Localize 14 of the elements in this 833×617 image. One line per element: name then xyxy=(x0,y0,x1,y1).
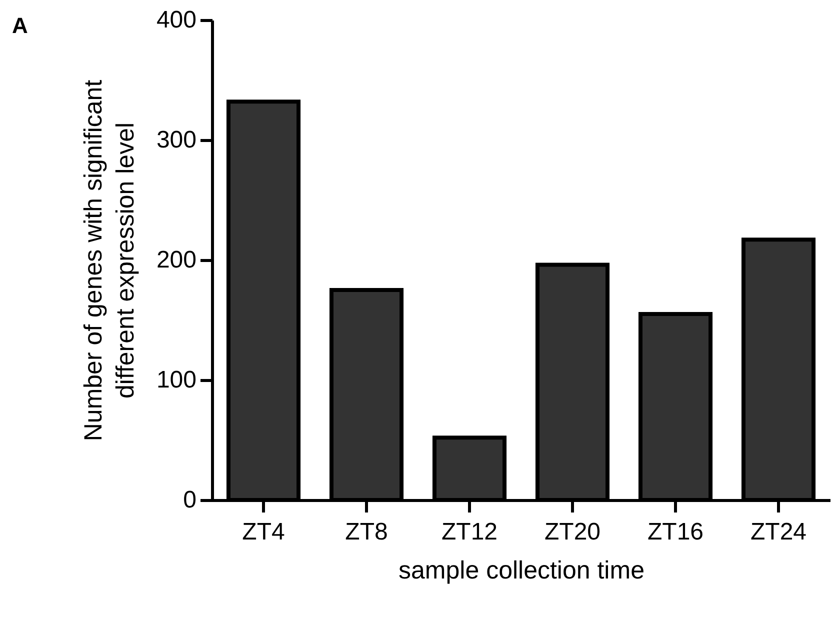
y-tick-label: 300 xyxy=(156,126,196,154)
y-tick-label: 400 xyxy=(156,6,196,34)
x-tick-label: ZT4 xyxy=(242,518,285,546)
x-tick-label: ZT16 xyxy=(647,518,704,546)
text: A xyxy=(12,13,28,38)
y-tick-label: 100 xyxy=(156,366,196,394)
x-tick-label: ZT8 xyxy=(345,518,388,546)
x-tick-label: ZT12 xyxy=(441,518,498,546)
x-axis-title: sample collection time xyxy=(398,556,644,584)
x-tick-label: ZT24 xyxy=(750,518,807,546)
y-tick-label: 200 xyxy=(156,246,196,274)
y-tick-label: 0 xyxy=(183,486,196,514)
x-tick-label: ZT20 xyxy=(544,518,601,546)
y-axis-title: Number of genes with significant different expression level xyxy=(79,80,140,442)
